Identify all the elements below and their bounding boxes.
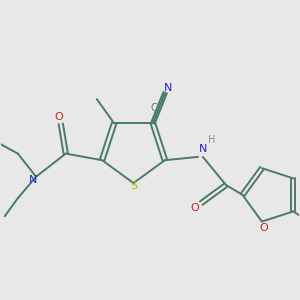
Text: C: C bbox=[151, 103, 158, 113]
Text: O: O bbox=[55, 112, 64, 122]
Text: O: O bbox=[259, 223, 268, 233]
Text: S: S bbox=[130, 181, 137, 191]
Text: N: N bbox=[28, 175, 37, 185]
Text: O: O bbox=[190, 203, 199, 213]
Text: N: N bbox=[199, 144, 207, 154]
Text: N: N bbox=[164, 83, 173, 93]
Text: H: H bbox=[208, 135, 215, 145]
